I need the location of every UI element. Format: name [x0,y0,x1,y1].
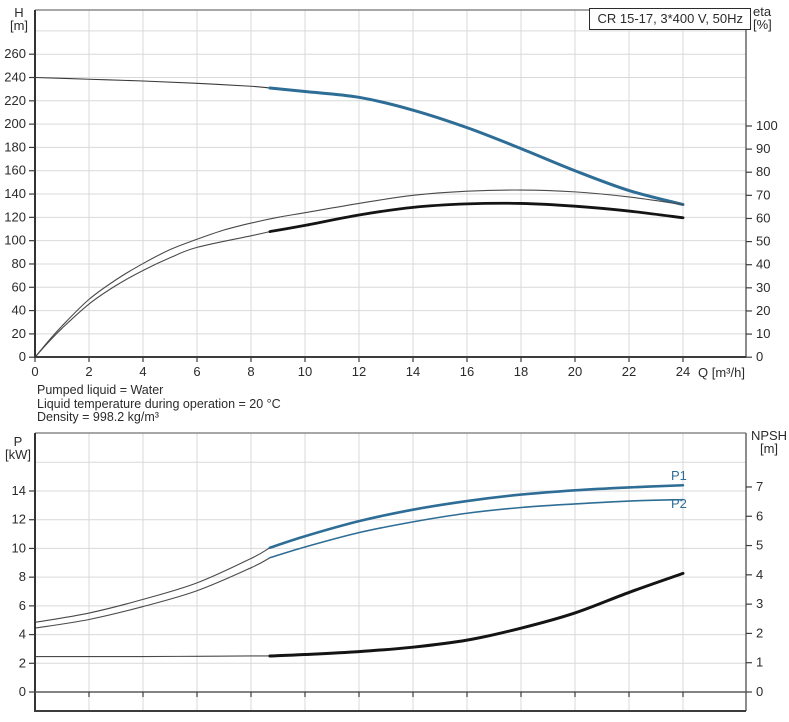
svg-text:12: 12 [352,364,366,379]
svg-text:0: 0 [19,349,26,364]
eta-axis-label-symbol: eta [753,4,772,19]
svg-text:24: 24 [676,364,690,379]
npsh-duty [268,571,685,658]
head-capacity-chart: 0204060801001201401601802002202402600102… [4,9,778,379]
p1-duty [268,483,685,550]
svg-text:0: 0 [19,684,26,699]
info-line-temperature: Liquid temperature during operation = 20… [37,396,281,411]
npsh-axis-label-symbol: NPSH [750,428,788,443]
eta-axis-label: eta [%] [753,5,787,31]
svg-text:160: 160 [4,163,26,178]
svg-text:240: 240 [4,70,26,85]
h-axis-label: H [m] [4,6,34,32]
svg-text:1: 1 [756,655,763,670]
pump-title-text: CR 15-17, 3*400 V, 50Hz [597,11,743,26]
svg-text:60: 60 [12,279,26,294]
svg-text:140: 140 [4,186,26,201]
svg-text:50: 50 [756,234,770,249]
svg-text:20: 20 [568,364,582,379]
svg-text:6: 6 [756,508,763,523]
npsh-axis-label: NPSH [m] [749,429,789,455]
svg-text:0: 0 [756,349,763,364]
h-axis-label-symbol: H [14,5,24,20]
svg-text:260: 260 [4,46,26,61]
svg-text:4: 4 [139,364,146,379]
svg-text:12: 12 [12,512,26,527]
svg-text:120: 120 [4,209,26,224]
svg-text:2: 2 [756,625,763,640]
svg-text:10: 10 [12,540,26,555]
eta-total-duty [268,201,685,234]
info-line-density: Density = 998.2 kg/m³ [37,410,159,424]
p2-curve-label: P2 [671,496,687,511]
svg-text:180: 180 [4,139,26,154]
svg-text:7: 7 [756,479,763,494]
svg-text:8: 8 [19,569,26,584]
svg-text:22: 22 [622,364,636,379]
npsh-axis-label-unit: [m] [759,441,779,456]
head-capacity-chart-ticks: 0204060801001201401601802002202402600102… [4,46,777,379]
svg-text:4: 4 [756,567,763,582]
p1-curve-label: P1 [671,468,687,483]
svg-text:70: 70 [756,187,770,202]
npsh-low-range [34,655,271,658]
head-curve-duty [268,86,685,207]
svg-text:0: 0 [756,684,763,699]
svg-text:20: 20 [756,303,770,318]
svg-text:100: 100 [756,118,778,133]
pump-title-box: CR 15-17, 3*400 V, 50Hz [589,8,751,30]
power-npsh-chart-curves [34,483,685,658]
svg-text:20: 20 [12,326,26,341]
svg-text:220: 220 [4,93,26,108]
power-npsh-chart-frame [34,432,747,712]
svg-text:40: 40 [756,257,770,272]
svg-text:10: 10 [756,326,770,341]
svg-text:2: 2 [19,655,26,670]
p2-low-range [34,557,271,629]
eta-axis-label-unit: [%] [753,17,772,32]
svg-text:40: 40 [12,303,26,318]
svg-text:0: 0 [31,364,38,379]
eta-total-low-range [34,231,271,358]
svg-text:3: 3 [756,596,763,611]
p-axis-label: P [kW] [2,435,34,461]
power-npsh-chart-grid [35,433,746,711]
info-line-pumped-liquid: Pumped liquid = Water [37,383,164,397]
p2-duty [269,498,684,559]
head-capacity-chart-frame [34,9,747,358]
p-axis-label-unit: [kW] [5,447,31,462]
svg-text:6: 6 [19,598,26,613]
svg-text:90: 90 [756,141,770,156]
liquid-info-block: Pumped liquid = Water Liquid temperature… [37,383,281,425]
h-axis-label-unit: [m] [9,18,29,33]
head-capacity-chart-curves [34,76,685,358]
eta-pump-curve [34,189,684,358]
svg-text:14: 14 [406,364,420,379]
svg-text:18: 18 [514,364,528,379]
head-capacity-chart-grid [35,10,746,357]
svg-text:2: 2 [85,364,92,379]
svg-text:6: 6 [193,364,200,379]
p1-low-range [34,547,271,623]
svg-text:14: 14 [12,483,26,498]
svg-text:60: 60 [756,210,770,225]
svg-text:80: 80 [756,164,770,179]
p-axis-label-symbol: P [13,434,23,449]
svg-text:80: 80 [12,256,26,271]
svg-text:100: 100 [4,233,26,248]
svg-text:16: 16 [460,364,474,379]
svg-text:30: 30 [756,280,770,295]
svg-text:10: 10 [298,364,312,379]
svg-text:200: 200 [4,116,26,131]
svg-text:4: 4 [19,627,26,642]
head-curve-low-range [34,76,271,89]
q-axis-label: Q [m³/h] [698,365,745,380]
svg-text:8: 8 [247,364,254,379]
svg-text:5: 5 [756,538,763,553]
